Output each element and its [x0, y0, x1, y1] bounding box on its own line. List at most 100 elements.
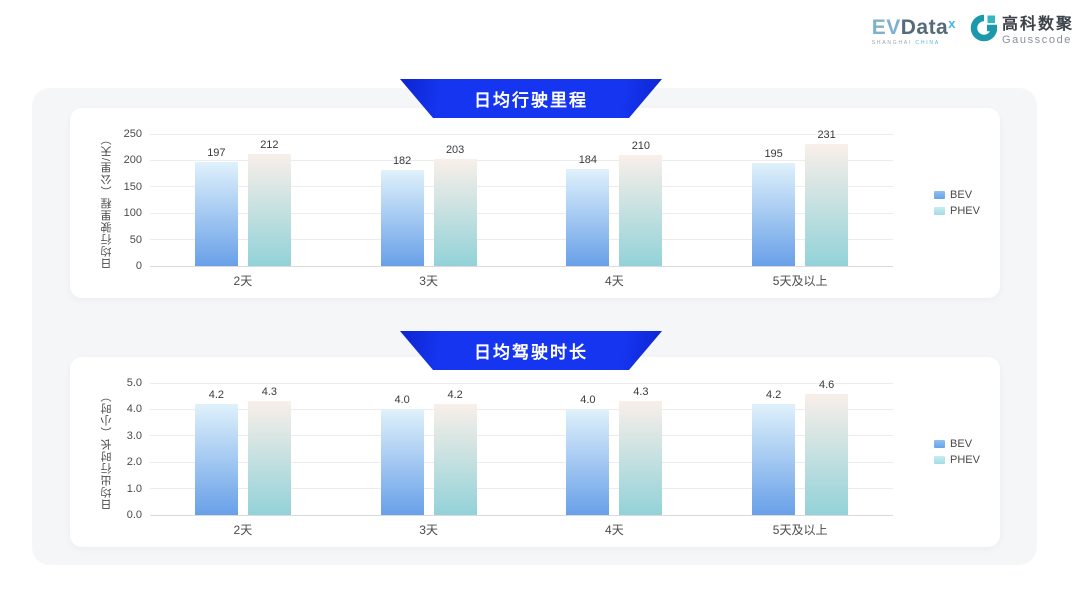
gridline: [150, 186, 893, 188]
value-label: 4.2: [208, 389, 225, 402]
bar-phev[interactable]: [433, 404, 477, 515]
bar-pair: 4.2 4.6: [752, 379, 849, 515]
bar-with-label: 212: [247, 139, 291, 266]
legend-label-bev: BEV: [950, 189, 973, 201]
bar-phev[interactable]: [619, 155, 663, 266]
evdata-ev-text: EV: [871, 15, 901, 39]
bar-bev[interactable]: [752, 163, 796, 266]
bar-groups: 197 212 2天 182 203 3天 184 210 4天 195 231 5天及以上: [150, 129, 893, 288]
legend-swatch-bev: [934, 440, 946, 448]
gridline: [150, 239, 893, 241]
y-axis-label: 日均出行时长（小时）: [101, 390, 113, 510]
value-label: 4.3: [633, 386, 649, 399]
bar-pair: 4.0 4.2: [380, 389, 477, 515]
value-label: 4.0: [394, 394, 410, 407]
value-label: 210: [631, 140, 651, 153]
category-group: 4.2 4.6 5天及以上: [752, 379, 849, 537]
bar-with-label: 4.3: [619, 386, 663, 515]
category-label: 4天: [605, 523, 624, 537]
bar-pair: 4.2 4.3: [194, 386, 291, 515]
legend-label-phev: PHEV: [950, 454, 980, 466]
bar-groups: 4.2 4.3 2天 4.0 4.2 3天 4.0 4.3 4天 4.2 4.6 5天及以上: [150, 379, 893, 537]
bar-with-label: 4.0: [566, 394, 610, 515]
value-label: 184: [578, 153, 598, 166]
gridline: [150, 514, 893, 516]
plot-area: 0 50 100 150 200 250 197 212 2天 182 203 3天 184 210 4天 1…: [124, 128, 893, 288]
chart-title-mileage: 日均行驶里程: [474, 91, 588, 110]
bar-bev[interactable]: [194, 404, 238, 515]
category-group: 182 203 3天: [380, 134, 477, 288]
bar-pair: 184 210: [566, 140, 663, 266]
y-tick-label: 1.0: [126, 482, 142, 495]
value-label: 4.2: [765, 389, 782, 402]
bar-pair: 195 231: [752, 129, 849, 266]
value-label: 4.2: [447, 389, 463, 402]
bar-bev[interactable]: [752, 404, 796, 515]
bar-with-label: 197: [194, 146, 238, 266]
category-label: 3天: [419, 274, 438, 288]
bar-with-label: 195: [752, 148, 796, 266]
header-logos: EVDatax SHANGHAI CHINA 高科数聚 Gausscode: [872, 14, 1074, 48]
legend-item-bev[interactable]: BEV: [934, 189, 980, 201]
bar-bev[interactable]: [380, 409, 424, 515]
category-group: 195 231 5天及以上: [752, 129, 849, 288]
bar-with-label: 4.2: [433, 389, 477, 515]
gridline: [150, 435, 893, 437]
y-axis-label: 日均行驶里程（公里/天）: [101, 132, 113, 270]
bar-phev[interactable]: [247, 154, 291, 266]
gausscode-logo: 高科数聚 Gausscode: [970, 14, 1074, 48]
value-label: 197: [207, 146, 226, 159]
category-group: 184 210 4天: [566, 134, 663, 288]
legend-swatch-bev: [934, 191, 946, 199]
bar-pair: 182 203: [380, 144, 477, 266]
legend-label-phev: PHEV: [950, 205, 980, 217]
value-label: 4.3: [261, 386, 278, 399]
bar-phev[interactable]: [619, 401, 663, 515]
value-label: 231: [817, 129, 836, 142]
value-label: 182: [392, 154, 412, 167]
category-label: 4天: [605, 274, 624, 288]
category-label: 2天: [233, 274, 253, 288]
legend-item-phev[interactable]: PHEV: [934, 454, 980, 466]
value-label: 4.0: [580, 394, 596, 407]
y-tick-label: 0.0: [126, 509, 142, 521]
evdata-logo: EVDatax SHANGHAI CHINA: [872, 17, 956, 46]
gridline: [150, 265, 893, 267]
bar-pair: 4.0 4.3: [566, 386, 663, 515]
bar-bev[interactable]: [380, 169, 424, 266]
plot-area: 0.0 1.0 2.0 3.0 4.0 5.0 4.2 4.3 2天 4.0 4.2 3天 4.0 4.3…: [127, 377, 893, 537]
bar-phev[interactable]: [805, 393, 849, 515]
chart-card-duration: 日均出行时长（小时） 0.0 1.0 2.0 3.0 4.0 5.0 4.2 4.3 2天 4.0…: [70, 357, 1000, 547]
y-tick-label: 4.0: [126, 403, 142, 416]
chart-card-mileage: 日均行驶里程（公里/天） 0 50 100 150 200 250 197 212 2天 182 2…: [70, 108, 1000, 298]
y-tick-label: 0: [135, 260, 142, 272]
bar-with-label: 4.0: [380, 394, 424, 515]
category-group: 197 212 2天: [194, 134, 291, 288]
category-group: 4.0 4.3 4天: [566, 383, 663, 537]
bar-with-label: 203: [433, 144, 477, 266]
bar-phev[interactable]: [805, 144, 849, 266]
y-tick-label: 100: [123, 207, 142, 220]
value-label: 212: [260, 139, 279, 152]
gridline: [150, 133, 893, 135]
evdata-subtext-china: CHINA: [915, 39, 940, 46]
bar-bev[interactable]: [566, 409, 610, 515]
category-label: 5天及以上: [772, 523, 828, 537]
bar-with-label: 182: [380, 154, 424, 266]
legend-item-bev[interactable]: BEV: [934, 438, 980, 450]
evdata-subtext-shanghai: SHANGHAI: [871, 39, 913, 46]
bar-bev[interactable]: [566, 168, 610, 266]
y-tick-label: 150: [123, 180, 142, 193]
bar-bev[interactable]: [194, 161, 238, 266]
bar-phev[interactable]: [433, 158, 477, 266]
gridline: [150, 382, 893, 384]
bar-with-label: 4.2: [752, 389, 796, 515]
category-group: 4.2 4.3 2天: [194, 383, 291, 537]
y-tick-label: 3.0: [126, 429, 142, 442]
gridline: [150, 212, 893, 214]
y-tick-label: 250: [123, 128, 142, 140]
legend-item-phev[interactable]: PHEV: [934, 205, 980, 217]
bar-phev[interactable]: [247, 401, 291, 515]
evdata-data-text: Data: [900, 15, 949, 39]
y-tick-label: 2.0: [126, 456, 142, 469]
